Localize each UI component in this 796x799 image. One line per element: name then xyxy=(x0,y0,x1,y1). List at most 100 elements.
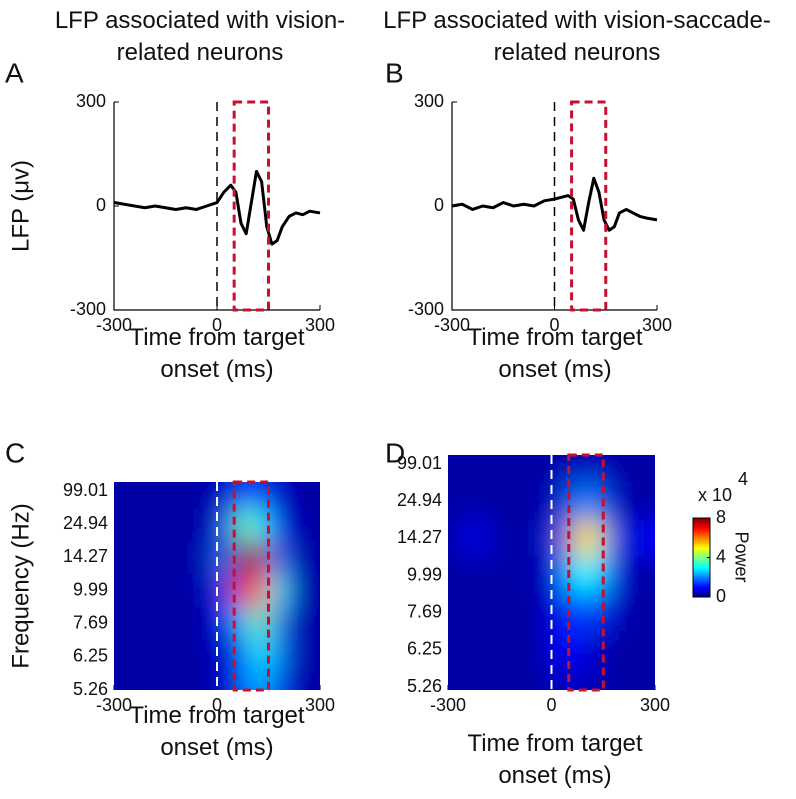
heatmap-cell xyxy=(217,507,235,541)
heatmap-cell xyxy=(551,482,569,520)
colorbar-step xyxy=(693,589,710,592)
y-tick-label: 0 xyxy=(96,195,106,215)
heatmap-cell xyxy=(114,540,132,574)
heatmap-cell xyxy=(568,482,586,520)
heatmap-cell xyxy=(285,673,303,690)
y-tick-label: 6.25 xyxy=(407,639,442,659)
colorbar-step xyxy=(693,545,710,549)
heatmap-cell xyxy=(448,668,466,690)
y-tick-label: 99.01 xyxy=(63,480,108,500)
x-tick-label: -300 xyxy=(96,695,132,715)
colorbar-step xyxy=(693,543,710,547)
heatmap-cell xyxy=(268,573,286,608)
heatmap-cell xyxy=(482,631,500,669)
heatmap-cell xyxy=(568,631,586,669)
x-tick-label: 300 xyxy=(305,695,335,715)
y-tick-label: 99.01 xyxy=(397,453,442,473)
colorbar-step xyxy=(693,587,710,590)
colorbar-step xyxy=(693,537,710,541)
colorbar-step xyxy=(693,557,710,560)
heatmap-cell xyxy=(199,673,217,690)
heatmap-cell xyxy=(517,556,535,595)
heatmap-cell xyxy=(182,482,200,508)
colorbar-step xyxy=(693,567,710,570)
colorbar-step xyxy=(693,553,710,557)
heatmap-cell xyxy=(637,482,655,520)
heatmap-cell xyxy=(285,507,303,541)
heatmap-cell xyxy=(199,540,217,574)
colorbar-step xyxy=(693,561,710,564)
heatmap-cell xyxy=(199,607,217,641)
heatmap-cell xyxy=(285,607,303,641)
heatmap-cell xyxy=(586,519,604,557)
heatmap-cell xyxy=(568,556,586,595)
colorbar-step xyxy=(693,529,710,533)
heatmap-cell xyxy=(465,631,483,669)
heatmap-cell xyxy=(234,482,252,508)
heatmap-cell xyxy=(603,594,621,632)
heatmap-cell xyxy=(465,594,483,632)
heatmap-cell xyxy=(217,573,235,608)
y-tick-label: 300 xyxy=(76,91,106,111)
y-tick-label: 14.27 xyxy=(397,527,442,547)
y-tick-label: 7.69 xyxy=(73,612,108,632)
heatmap-cell xyxy=(131,482,149,508)
heatmap-cell xyxy=(199,573,217,608)
heatmap-cell xyxy=(251,540,269,574)
heatmap-cell xyxy=(620,668,638,690)
heatmap-cell xyxy=(603,455,621,483)
heatmap-cell xyxy=(268,507,286,541)
x-tick-label: 0 xyxy=(546,695,556,715)
heatmap-cell xyxy=(603,519,621,557)
colorbar-step xyxy=(693,595,710,598)
window-box xyxy=(570,100,608,312)
heatmap-cell xyxy=(182,607,200,641)
heatmap-cell xyxy=(499,455,517,483)
heatmap-cell xyxy=(482,455,500,483)
x-tick-label: 0 xyxy=(212,695,222,715)
heatmap-cell xyxy=(114,640,132,674)
panel-title: LFP associated with vision-related neuro… xyxy=(54,7,346,66)
heatmap-cell xyxy=(551,556,569,595)
heatmap-cell xyxy=(148,482,166,508)
heatmap-cell xyxy=(568,594,586,632)
heatmap-cell xyxy=(499,556,517,595)
heatmap-cell xyxy=(182,507,200,541)
heatmap-cell xyxy=(517,631,535,669)
x-tick-label: 0 xyxy=(549,315,559,335)
heatmap-cell xyxy=(302,607,320,641)
heatmap-cell xyxy=(165,673,183,690)
heatmap-cell xyxy=(234,507,252,541)
heatmap-cell xyxy=(285,540,303,574)
heatmap-cell xyxy=(199,640,217,674)
heatmap-cell xyxy=(131,507,149,541)
heatmap-cell xyxy=(217,673,235,690)
heatmap-cell xyxy=(603,482,621,520)
heatmap-cell xyxy=(182,673,200,690)
heatmap-cell xyxy=(251,507,269,541)
colorbar-scale: x 10 xyxy=(698,485,732,505)
heatmap-cell xyxy=(499,594,517,632)
panel-letter: D xyxy=(385,437,405,468)
colorbar-step xyxy=(693,547,710,551)
heatmap-cell xyxy=(148,640,166,674)
heatmap-cell xyxy=(131,607,149,641)
heatmap-cell xyxy=(482,556,500,595)
heatmap-cell xyxy=(517,668,535,690)
colorbar-tick-label: 4 xyxy=(716,546,726,566)
heatmap-clip xyxy=(448,455,655,690)
heatmap-cell xyxy=(637,519,655,557)
y-tick-label: 5.26 xyxy=(73,679,108,699)
heatmap-cell xyxy=(620,594,638,632)
heatmap-cell xyxy=(482,668,500,690)
heatmap-cell xyxy=(499,668,517,690)
heatmap-cell xyxy=(182,640,200,674)
y-tick-label: 14.27 xyxy=(63,546,108,566)
heatmap-cell xyxy=(534,631,552,669)
heatmap-cell xyxy=(637,455,655,483)
window-box xyxy=(232,100,271,312)
heatmap-cell xyxy=(448,556,466,595)
heatmap-cell xyxy=(302,640,320,674)
heatmap-cell xyxy=(603,668,621,690)
colorbar-step xyxy=(693,581,710,584)
